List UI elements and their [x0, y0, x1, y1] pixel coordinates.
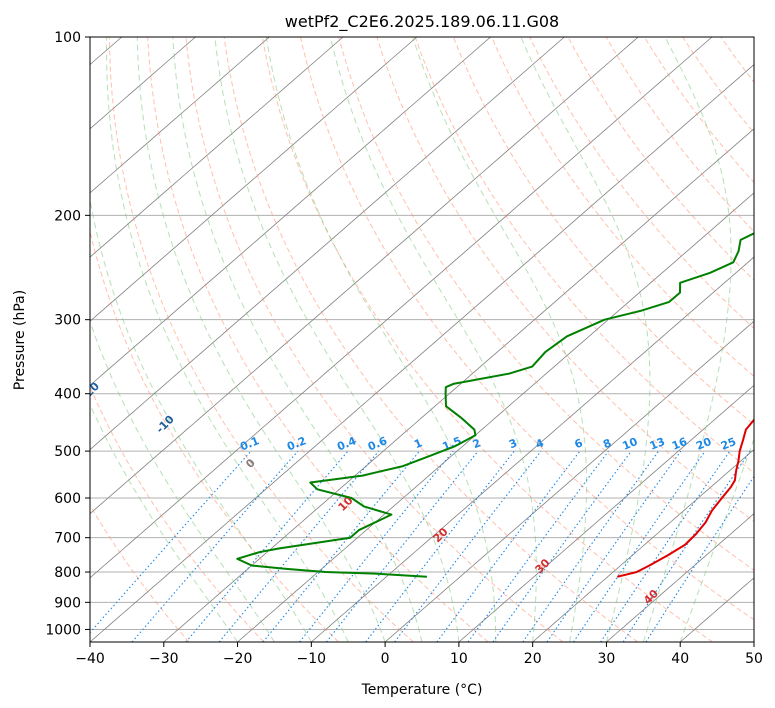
mixing-ratio-line: [522, 450, 660, 642]
mixing-ratio-line: [394, 450, 542, 642]
chart-title: wetPf2_C2E6.2025.189.06.11.G08: [285, 12, 559, 32]
mixing-ratio-line: [492, 450, 632, 642]
mixing-ratio-line: [325, 450, 479, 642]
moist-adiabat-line: [90, 319, 275, 642]
isotherm-line: [679, 577, 754, 642]
mixing-ratio-label: 1: [412, 436, 424, 451]
isotherm-line: [90, 37, 639, 515]
moist-adiabat-line: [105, 37, 349, 642]
y-tick-label: 700: [54, 531, 81, 547]
dry-adiabat-line: [185, 37, 564, 642]
x-tick-label: −30: [149, 651, 179, 667]
x-tick-label: −20: [223, 651, 253, 667]
dry-adiabat-line: [261, 37, 713, 642]
mixing-ratio-label: 3: [507, 436, 519, 451]
mixing-ratio-line: [90, 450, 252, 634]
dry-adiabat-line: [108, 37, 414, 642]
mixing-ratio-line: [645, 475, 754, 642]
isotherm-line: [237, 192, 754, 642]
mixing-ratio-line: [262, 450, 420, 642]
dry-adiabat-line: [338, 37, 754, 571]
moist-adiabat-line: [520, 37, 651, 642]
moist-adiabat-line: [90, 196, 312, 642]
y-axis-title: Pressure (hPa): [12, 290, 28, 390]
x-tick-label: 40: [671, 651, 689, 667]
dry-adiabat-line: [147, 37, 489, 642]
dry-adiabat-line: [491, 37, 754, 378]
mixing-ratio-line: [185, 450, 349, 642]
mixing-ratio-label: 2: [471, 436, 483, 451]
plot-frame: [89, 36, 755, 643]
mixing-ratio-label: 10: [620, 435, 639, 453]
moist-adiabat-line: [642, 37, 732, 642]
dry-adiabat-line: [414, 37, 754, 474]
y-tick-label: 300: [54, 313, 81, 329]
dry-adiabat-line: [300, 37, 754, 621]
x-tick-label: 50: [745, 651, 763, 667]
mixing-ratio-line: [573, 450, 706, 642]
y-tick-label: 1000: [45, 622, 81, 638]
mixing-ratio-label: 16: [670, 435, 689, 453]
moist-adiabat-line: [265, 37, 497, 642]
x-tick-label: 30: [597, 651, 615, 667]
mixing-ratio-line: [436, 450, 581, 642]
y-tick-label: 400: [54, 387, 81, 403]
moist-adiabat-line: [136, 37, 386, 642]
mixing-ratio-line: [600, 450, 731, 642]
temperature-profile-line: [616, 418, 754, 578]
y-tick-label: 200: [54, 208, 81, 224]
mixing-ratio-line: [467, 450, 609, 642]
isotherm-line: [606, 513, 754, 642]
mixing-ratio-label: 25: [719, 435, 738, 453]
dry-adiabat-line: [90, 385, 265, 642]
x-tick-label: −40: [75, 651, 105, 667]
moist-adiabat-line: [412, 37, 588, 642]
y-tick-label: 600: [54, 491, 81, 507]
moist-adiabat-line: [90, 403, 239, 642]
x-tick-label: 20: [524, 651, 542, 667]
mixing-ratio-label: 8: [601, 436, 613, 451]
y-tick-label: 100: [54, 30, 81, 46]
axis-ticks: −40 −30 −20 −10 0 10 20 30 40 50 100 200 300 400 500 60…: [45, 30, 763, 667]
isotherm-line: [90, 37, 418, 322]
dewpoint-profile-line: [236, 232, 754, 578]
isotherm-line: [90, 37, 565, 451]
x-axis-title: Temperature (°C): [361, 682, 483, 698]
x-tick-label: 10: [450, 651, 468, 667]
x-tick-label: 0: [381, 651, 390, 667]
y-tick-label: 500: [54, 444, 81, 460]
isotherm-line: [163, 128, 754, 642]
moist-adiabat-line: [172, 37, 423, 642]
x-tick-label: −10: [297, 651, 327, 667]
mixing-ratio-line: [622, 450, 751, 642]
dry-adiabat-line: [90, 229, 339, 642]
isotherm-line: [532, 449, 754, 642]
isotherm-line: [90, 37, 491, 386]
isotherm-line: [458, 384, 754, 642]
plot-area: 0.10.20.40.611.5234681013162025-100-90-8…: [90, 37, 754, 642]
moist-adiabat-line: [329, 37, 537, 642]
moist-adiabat-line: [679, 437, 754, 642]
isotherm-line: [311, 256, 754, 642]
mixing-ratio-line: [218, 450, 380, 642]
isotherm-line: [90, 37, 713, 579]
dry-adiabat-line: [376, 37, 754, 523]
y-tick-label: 800: [54, 565, 81, 581]
mixing-ratio-line: [546, 450, 682, 642]
mixing-ratio-label: 13: [648, 435, 667, 453]
mixing-ratio-label: 20: [694, 435, 713, 453]
isotherm-line: [384, 320, 754, 642]
moist-adiabat-line: [214, 37, 460, 642]
mixing-ratio-line: [299, 450, 454, 642]
y-tick-label: 900: [54, 595, 81, 611]
